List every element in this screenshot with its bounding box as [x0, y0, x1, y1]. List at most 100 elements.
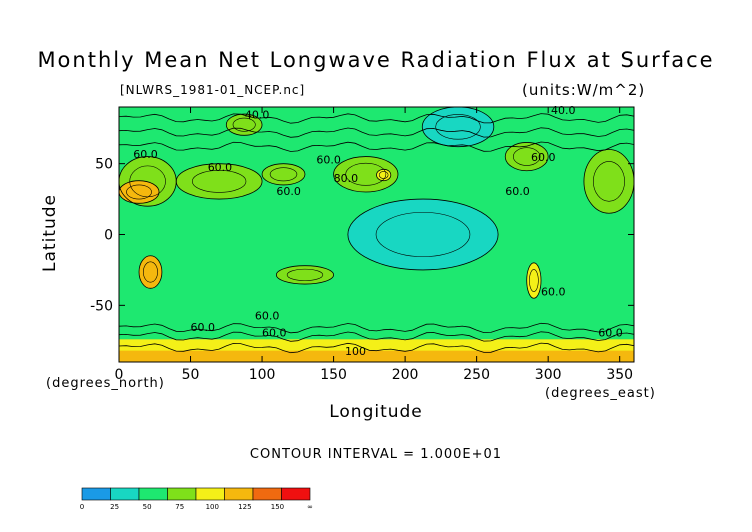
colorbar-tick-label: 75	[175, 503, 184, 511]
colorbar-swatch	[281, 487, 311, 501]
y-tick-label: 0	[104, 228, 113, 244]
contour-value-label: 60.0	[133, 148, 158, 161]
contour-line	[138, 255, 163, 289]
contour-value-label: 60.0	[262, 327, 287, 340]
field-blob	[226, 114, 263, 136]
field-blob	[422, 107, 494, 147]
colorbar-tick-label: 25	[110, 503, 119, 511]
x-unit-label: (degrees_east)	[545, 386, 656, 401]
field-band	[119, 350, 634, 362]
field-blob	[262, 163, 305, 185]
x-tick-label: 250	[463, 367, 490, 383]
contour-interval-label: CONTOUR INTERVAL = 1.000E+01	[249, 447, 503, 462]
y-tick-label: 50	[95, 157, 113, 173]
contour-line	[375, 212, 471, 257]
x-axis-title: Longitude	[329, 402, 423, 422]
contour-value-label: 80.0	[334, 172, 359, 185]
field-blob	[276, 265, 334, 285]
contour-value-label: 100	[345, 345, 366, 358]
y-tick-label: -50	[90, 298, 113, 314]
colorbar-swatch	[224, 487, 254, 501]
contour-value-label: 60.0	[276, 185, 301, 198]
contour-line	[275, 265, 334, 285]
contour-line	[421, 107, 495, 148]
contour-line	[526, 262, 542, 299]
x-tick-label: 150	[320, 367, 347, 383]
field-blob	[119, 180, 160, 204]
contour-value-label: 60.0	[191, 321, 216, 334]
contour-line	[593, 161, 625, 202]
contour-value-label: 60.0	[541, 285, 566, 298]
contour-line	[529, 269, 539, 292]
colorbar-swatch	[138, 487, 168, 501]
colorbar-tick-label: ∞	[307, 503, 313, 511]
contour-line	[376, 168, 392, 182]
contour-line	[119, 322, 634, 334]
file-name-label: [NLWRS_1981-01_NCEP.nc]	[120, 83, 306, 97]
contour-value-label: 60.0	[316, 154, 341, 167]
contour-line	[261, 163, 306, 186]
contour-value-label: 40.0	[551, 104, 576, 117]
contour-line	[192, 170, 247, 193]
chart-title: Monthly Mean Net Longwave Radiation Flux…	[37, 48, 715, 72]
x-tick-label: 0	[115, 367, 124, 383]
x-tick-label: 100	[249, 367, 276, 383]
colorbar-tick-label: 150	[271, 503, 284, 511]
field-blob	[505, 142, 549, 171]
field-band	[119, 107, 634, 147]
field-blob	[376, 169, 391, 181]
contour-line	[175, 163, 263, 200]
contour-line	[269, 167, 298, 182]
contour-line	[119, 113, 634, 124]
contour-line	[378, 171, 389, 179]
field-blob	[583, 149, 634, 214]
units-label: (units:W/m^2)	[522, 81, 646, 99]
colorbar-tick-label: 100	[206, 503, 219, 511]
colorbar-swatch	[81, 487, 111, 501]
contour-line	[119, 180, 160, 204]
field-blob	[139, 255, 162, 289]
contour-line	[119, 342, 634, 354]
contour-layer	[119, 107, 634, 354]
colorbar-swatch	[195, 487, 225, 501]
colorbar-tick-label: 125	[238, 503, 251, 511]
axes-layer: 0 50 100 150 200 250 300 350 50 0 -50	[90, 107, 634, 383]
contour-line	[119, 127, 634, 138]
contour-line	[286, 268, 324, 281]
contour-line	[126, 184, 152, 200]
contour-line	[333, 156, 399, 193]
contour-line	[435, 114, 481, 140]
colorbar-swatch	[110, 487, 140, 501]
contour-line	[347, 198, 499, 271]
contour-line	[504, 142, 549, 172]
field-blob	[333, 156, 398, 193]
colorbar-swatch	[167, 487, 197, 501]
contour-value-label: 60.0	[255, 310, 280, 323]
colorbar-swatch	[252, 487, 282, 501]
field-blob	[526, 262, 542, 299]
y-unit-label: (degrees_north)	[46, 376, 165, 391]
contour-line	[512, 147, 541, 166]
contour-value-label: 40.0	[245, 108, 270, 121]
contour-line	[119, 331, 634, 342]
color-fill-layer	[119, 107, 634, 362]
colorbar: 0 25 50 75 100 125 150 ∞	[80, 487, 313, 511]
x-tick-label: 200	[392, 367, 419, 383]
contour-value-label: 60.0	[208, 161, 233, 174]
contour-line	[119, 141, 634, 152]
x-tick-label: 300	[535, 367, 562, 383]
field-blob	[176, 163, 263, 200]
contour-value-label: 60.0	[598, 327, 623, 340]
colorbar-tick-label: 50	[143, 503, 152, 511]
contour-value-label: 60.0	[505, 185, 530, 198]
colorbar-tick-label: 0	[80, 503, 84, 511]
field-blob	[347, 199, 499, 270]
contour-line	[345, 162, 387, 186]
contour-value-label: 60.0	[531, 151, 556, 164]
contour-line	[232, 117, 256, 132]
contour-line	[225, 113, 263, 136]
x-tick-label: 350	[606, 367, 633, 383]
contour-line	[143, 261, 158, 283]
x-tick-label: 50	[182, 367, 200, 383]
